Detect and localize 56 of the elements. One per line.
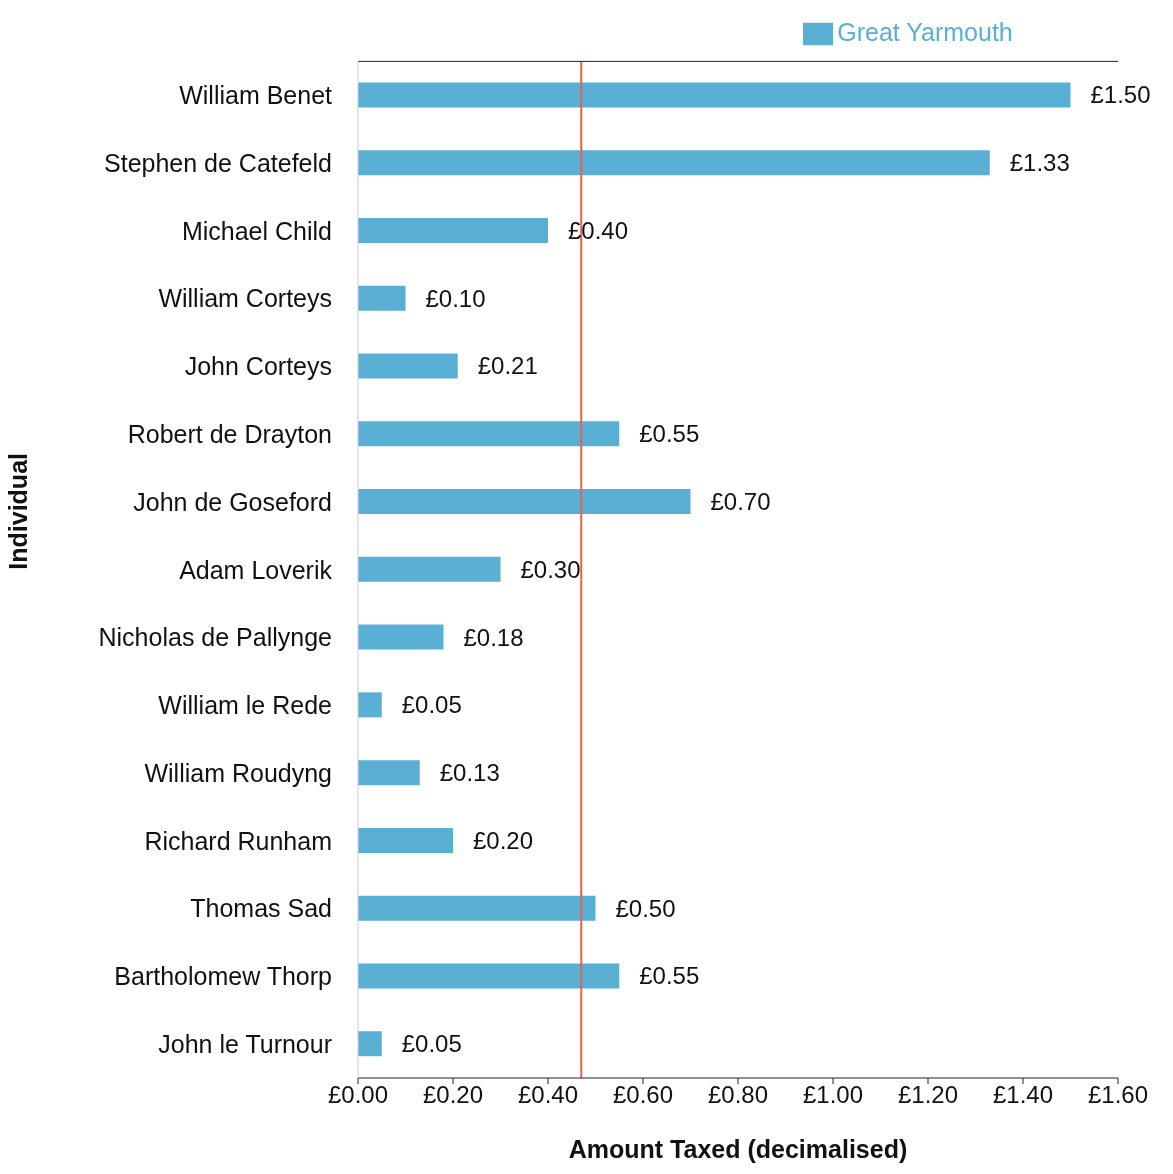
x-tick-label: £0.80 xyxy=(707,1081,769,1109)
y-tick-label: John Corteys xyxy=(184,352,332,381)
y-tick-label: Michael Child xyxy=(181,216,332,245)
x-tick-label: £1.60 xyxy=(1087,1081,1149,1109)
y-axis-title: Individual xyxy=(3,453,32,570)
bar xyxy=(358,421,620,447)
y-tick-label: Thomas Sad xyxy=(190,894,332,923)
y-tick-label: William Benet xyxy=(179,81,333,110)
x-tick-label: £0.00 xyxy=(327,1081,389,1109)
data-label: £0.05 xyxy=(401,1030,462,1058)
data-label: £0.50 xyxy=(615,894,676,922)
data-label: £0.21 xyxy=(477,352,538,380)
y-tick-label: William Roudyng xyxy=(144,758,332,787)
y-tick-label: Nicholas de Pallynge xyxy=(98,623,332,652)
bar xyxy=(358,285,406,311)
bar xyxy=(358,217,548,243)
legend-label: Great Yarmouth xyxy=(837,18,1013,46)
bar xyxy=(358,963,620,989)
x-tick-label: £0.40 xyxy=(517,1081,579,1109)
x-tick-label: £0.60 xyxy=(612,1081,674,1109)
bar xyxy=(358,692,382,718)
x-tick-label: £0.20 xyxy=(422,1081,484,1109)
data-label: £0.30 xyxy=(520,555,581,583)
y-tick-label: John de Goseford xyxy=(133,487,332,516)
data-label: £0.13 xyxy=(439,759,500,787)
bar xyxy=(358,895,596,921)
bar xyxy=(358,827,453,853)
data-label: £1.33 xyxy=(1009,149,1070,177)
y-tick-label: Bartholomew Thorp xyxy=(114,962,332,991)
y-tick-label: Adam Loverik xyxy=(179,555,333,584)
data-label: £0.70 xyxy=(710,488,771,516)
bar xyxy=(358,82,1071,108)
bar xyxy=(358,150,990,176)
data-label: £1.50 xyxy=(1090,81,1151,109)
bar xyxy=(358,760,420,786)
y-tick-label: Richard Runham xyxy=(144,826,332,855)
data-label: £0.05 xyxy=(401,691,462,719)
x-tick-label: £1.40 xyxy=(992,1081,1054,1109)
data-label: £0.55 xyxy=(639,962,700,990)
y-tick-label: William Corteys xyxy=(158,284,332,313)
bar xyxy=(358,556,501,582)
data-label: £0.18 xyxy=(463,623,524,651)
x-tick-label: £1.00 xyxy=(802,1081,864,1109)
x-axis-title: Amount Taxed (decimalised) xyxy=(568,1135,908,1163)
y-tick-label: William le Rede xyxy=(158,691,332,720)
y-tick-label: Stephen de Catefeld xyxy=(104,148,332,177)
y-tick-label: John le Turnour xyxy=(158,1029,332,1058)
x-tick-label: £1.20 xyxy=(897,1081,959,1109)
bar xyxy=(358,489,691,515)
data-label: £0.10 xyxy=(425,284,486,312)
bar xyxy=(358,1031,382,1057)
data-label: £0.20 xyxy=(473,826,534,854)
data-label: £0.55 xyxy=(639,420,700,448)
y-tick-label: Robert de Drayton xyxy=(127,420,332,449)
bar xyxy=(358,624,444,650)
bar xyxy=(358,353,458,379)
